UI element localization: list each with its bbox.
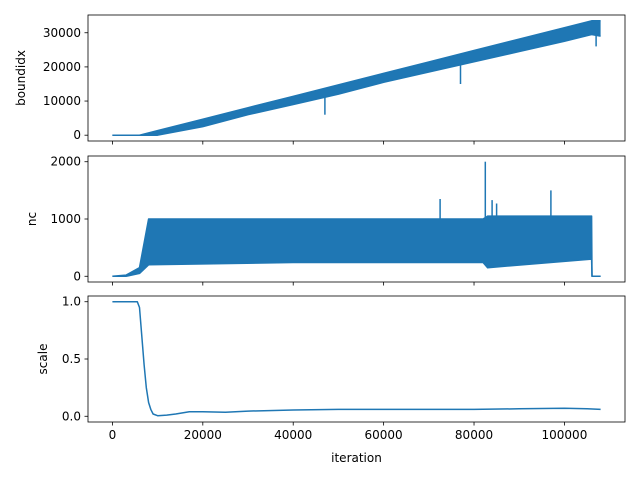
nc-ytick-label: 0 bbox=[73, 269, 81, 283]
nc-series-lower bbox=[112, 258, 601, 278]
panel-boundidx-plot bbox=[112, 20, 601, 136]
scale-ytick-label: 1.0 bbox=[62, 295, 81, 309]
x-tick-label: 40000 bbox=[274, 428, 312, 442]
x-tick-label: 20000 bbox=[184, 428, 222, 442]
x-tick-label: 80000 bbox=[455, 428, 493, 442]
x-tick-label: 0 bbox=[109, 428, 117, 442]
panel-boundidx-yaxis: 0 10000 20000 30000 bbox=[43, 26, 88, 142]
panel-scale-ylabel: scale bbox=[36, 344, 50, 375]
nc-series-upper bbox=[112, 215, 601, 278]
panel-nc-yaxis: 0 1000 2000 bbox=[50, 155, 88, 283]
panel-boundidx-frame bbox=[87, 14, 626, 142]
panel-scale-yaxis: 0.0 0.5 1.0 bbox=[62, 295, 88, 423]
panel-boundidx: 0 10000 20000 30000 boundidx bbox=[14, 14, 626, 145]
boundidx-series-lower bbox=[112, 33, 601, 136]
nc-ytick-label: 1000 bbox=[50, 212, 81, 226]
x-axis-label: iteration bbox=[331, 451, 382, 465]
panel-scale: 0.0 0.5 1.0 0 20000 40000 60000 80000 100000 sc… bbox=[36, 295, 626, 442]
panel-boundidx-ylabel: boundidx bbox=[14, 50, 28, 106]
x-tick-label: 60000 bbox=[365, 428, 403, 442]
panel-nc-xticks bbox=[112, 282, 565, 286]
nc-ytick-label: 2000 bbox=[50, 155, 81, 169]
scale-series-line bbox=[112, 300, 601, 417]
panel-scale-xaxis: 0 20000 40000 60000 80000 100000 bbox=[109, 422, 588, 442]
panel-scale-plot bbox=[112, 300, 601, 417]
boundidx-series-upper bbox=[112, 20, 601, 136]
nc-series-band bbox=[112, 216, 601, 277]
scale-ytick-label: 0.5 bbox=[62, 352, 81, 366]
panel-nc-ylabel: nc bbox=[25, 212, 39, 226]
panel-nc-plot bbox=[112, 161, 601, 278]
scale-ytick-label: 0.0 bbox=[62, 409, 81, 423]
x-tick-label: 100000 bbox=[542, 428, 588, 442]
panel-nc: 0 1000 2000 nc bbox=[25, 155, 626, 286]
boundidx-ytick-label: 20000 bbox=[43, 60, 81, 74]
boundidx-ytick-label: 30000 bbox=[43, 26, 81, 40]
boundidx-ytick-label: 10000 bbox=[43, 94, 81, 108]
boundidx-ytick-label: 0 bbox=[73, 128, 81, 142]
panel-boundidx-xticks bbox=[112, 141, 565, 145]
